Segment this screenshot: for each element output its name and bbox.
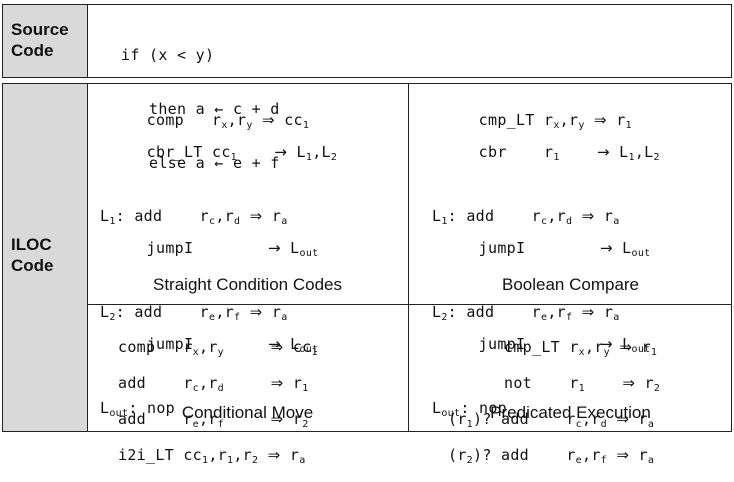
pred-code: cmp_LT rx,ry ⇒ r1 not r1 ⇒ r2 (r1)? add …: [448, 320, 660, 482]
source-code-label: Source Code: [3, 5, 88, 77]
boolean-line-cmp: cmp_LT rx,ry ⇒ r1: [478, 111, 632, 131]
iloc-label-line1: ILOC: [11, 235, 52, 254]
cmove-line-comp: comp rx,ry ⇒ cc1: [118, 338, 318, 358]
boolean-line-l2-jump: jumpI → Lout: [478, 335, 651, 355]
cmove-code: comp rx,ry ⇒ cc1 add rc,rd ⇒ r1 add re,r…: [118, 320, 318, 482]
straight-line-l2-add: L2: add re,rf ⇒ ra: [100, 303, 288, 323]
pred-line-add2: (r2)? add re,rf ⇒ ra: [448, 446, 655, 466]
boolean-line-l1-add: L1: add rc,rd ⇒ ra: [432, 207, 620, 227]
straight-line-l1-add: L1: add rc,rd ⇒ ra: [100, 207, 288, 227]
pred-line-add1: (r1)? add rc,rd ⇒ ra: [448, 410, 655, 430]
source-code-text: if (x < y) then a ← c + d else a ← e + f: [121, 10, 280, 208]
pred-caption: Predicated Execution: [490, 403, 651, 422]
source-label-line1: Source: [11, 20, 69, 39]
cmove-line-add2: add re,rf ⇒ r2: [118, 410, 309, 430]
straight-line-l1-jump: jumpI → Lout: [146, 239, 319, 259]
boolean-code: cmp_LT rx,ry ⇒ r1 cbr r1 → L1,L2 L1: add…: [432, 96, 660, 432]
pred-line-not: not r1 ⇒ r2: [504, 374, 661, 394]
pred-line-cmp: cmp_LT rx,ry ⇒ r1: [504, 338, 658, 358]
iloc-label-line2: Code: [11, 256, 54, 275]
straight-line-nop: Lout: nop: [100, 399, 175, 419]
source-line-2: then a ← c + d: [121, 100, 280, 118]
boolean-line-cbr: cbr r1 → L1,L2: [478, 143, 660, 163]
row-divider: [87, 304, 732, 305]
source-line-3: else a ← e + f: [121, 154, 280, 172]
source-code-panel: Source Code if (x < y) then a ← c + d el…: [2, 4, 732, 172]
cmove-line-i2i: i2i_LT cc1,r1,r2 ⇒ ra: [118, 446, 306, 466]
column-divider: [408, 83, 409, 432]
boolean-line-l1-jump: jumpI → Lout: [478, 239, 651, 259]
straight-code: comp rx,ry ⇒ cc1 cbr_LT cc1 → L1,L2 L1: …: [100, 96, 337, 432]
iloc-code-label: ILOC Code: [3, 84, 88, 431]
straight-line-comp: comp rx,ry ⇒ cc1: [146, 111, 310, 131]
source-label-line2: Code: [11, 41, 54, 60]
boolean-line-l2-add: L2: add re,rf ⇒ ra: [432, 303, 620, 323]
straight-line-cbr: cbr_LT cc1 → L1,L2: [146, 143, 338, 163]
source-line-1: if (x < y): [121, 46, 215, 64]
cmove-line-add1: add rc,rd ⇒ r1: [118, 374, 309, 394]
straight-line-l2-jump: jumpI → Lout: [146, 335, 319, 355]
boolean-line-nop: Lout: nop: [432, 399, 507, 419]
cmove-caption: Conditional Move: [181, 403, 314, 422]
boolean-caption: Boolean Compare: [501, 275, 640, 294]
iloc-code-panel: ILOC Code: [2, 83, 732, 432]
straight-caption: Straight Condition Codes: [152, 275, 342, 294]
